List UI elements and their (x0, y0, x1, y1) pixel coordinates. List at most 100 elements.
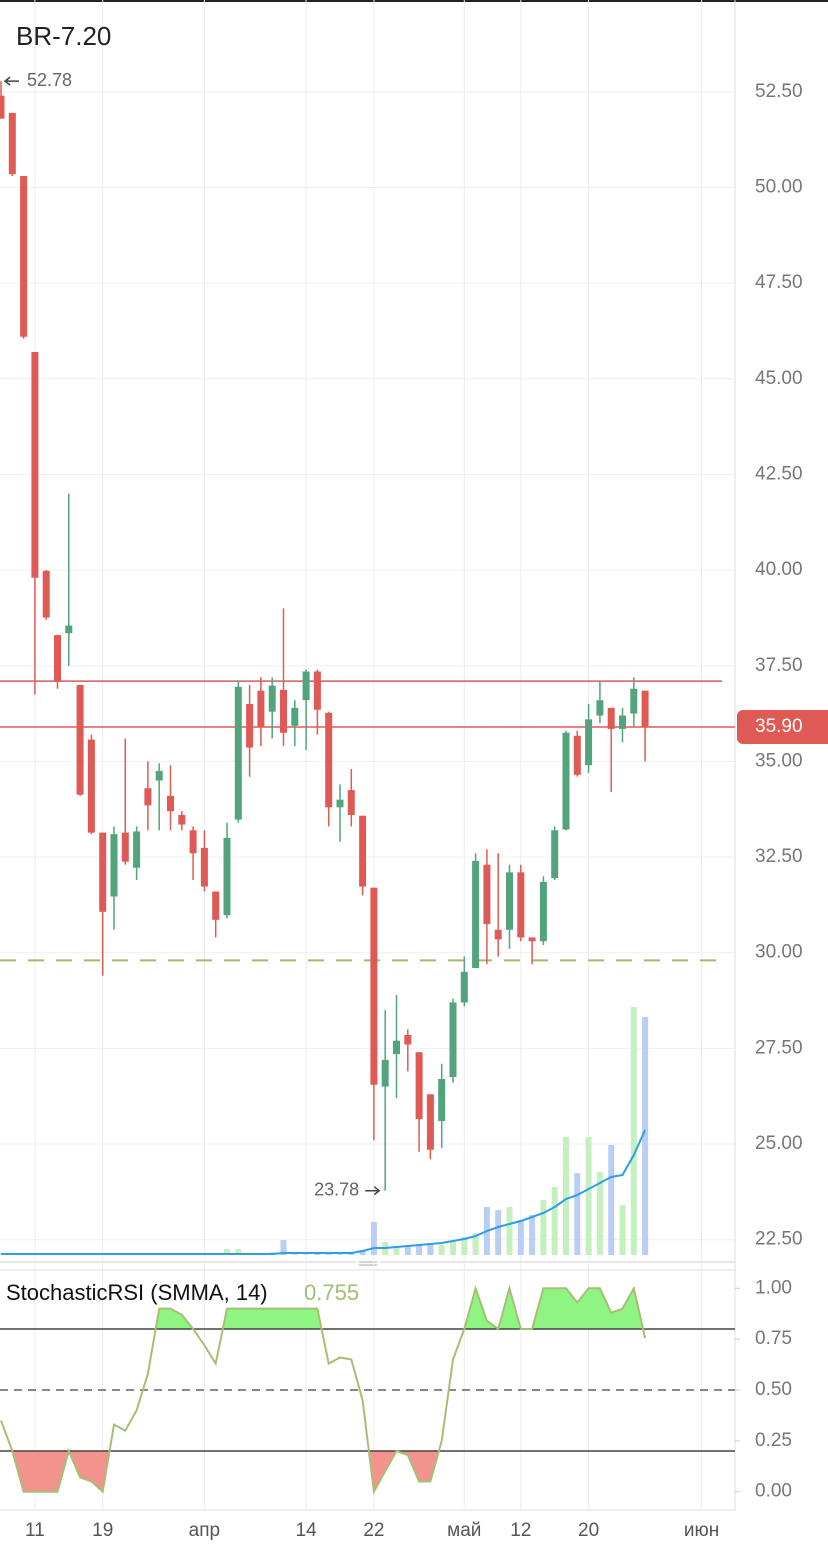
candle-body (20, 176, 28, 337)
candle-body (336, 799, 344, 808)
volume-bar (540, 1200, 547, 1255)
volume-bar (506, 1207, 513, 1255)
candle-body (438, 1078, 446, 1122)
candle-body (415, 1052, 423, 1120)
candle-body (347, 790, 355, 815)
x-tick-label: 12 (510, 1520, 531, 1541)
volume-bar (517, 1220, 524, 1255)
y-tick-label: 37.50 (755, 655, 803, 676)
volume-bar (450, 1241, 456, 1255)
y-tick-label: 30.00 (755, 942, 803, 963)
candle-body (494, 929, 502, 940)
candle-body (573, 735, 581, 775)
y-tick-label: 52.50 (755, 81, 803, 102)
y-tick-label: 27.50 (755, 1037, 803, 1058)
y-tick-label: 45.00 (755, 368, 803, 389)
volume-bar (404, 1247, 411, 1255)
candle-body (31, 352, 39, 578)
volume-bar (416, 1245, 423, 1255)
indicator-value: 0.755 (304, 1280, 359, 1305)
volume-bar (438, 1245, 445, 1255)
y-tick-label: 35.00 (755, 750, 803, 771)
candle-body (121, 832, 129, 862)
oversold-fill (1, 1451, 646, 1492)
candle-body (167, 795, 174, 812)
candle-body (76, 684, 84, 795)
candle-body (483, 864, 491, 925)
volume-bar (642, 1017, 649, 1255)
volume-bar (563, 1137, 569, 1255)
candle-body (562, 732, 570, 830)
candle-body (607, 707, 615, 729)
candle-body (291, 707, 299, 726)
volume-bar (393, 1247, 400, 1255)
volume-bar (280, 1240, 287, 1255)
candle-body (110, 834, 118, 897)
candle-body (630, 688, 638, 714)
candle-body (506, 872, 513, 930)
candle-body (528, 937, 536, 942)
candle-body (596, 700, 604, 716)
volume-bar (235, 1249, 242, 1255)
candle-body (619, 715, 626, 729)
volume-bar (585, 1137, 592, 1255)
candle-body (200, 847, 208, 887)
x-tick-label: 14 (296, 1520, 318, 1541)
candle-body (517, 872, 525, 938)
candle-body (370, 887, 378, 1085)
volume-ma-line (1, 1129, 647, 1255)
y-tick-label: 25.00 (755, 1133, 803, 1154)
candle-body (381, 1059, 389, 1087)
candle-body (223, 837, 231, 916)
candle-body (302, 671, 310, 701)
candle-body (460, 971, 468, 1003)
candle-body (42, 570, 50, 618)
y-tick-label: 50.00 (755, 177, 803, 198)
y-tick-label: 0.25 (755, 1430, 792, 1451)
y-tick-label: 1.00 (755, 1277, 792, 1298)
candle-body (246, 704, 254, 748)
volume-bar (619, 1205, 626, 1255)
candle-body (551, 830, 559, 879)
pane-handle-bg[interactable] (356, 1259, 380, 1267)
x-tick-label: 22 (363, 1520, 384, 1541)
overbought-fill (1, 1288, 646, 1329)
candle-body (8, 112, 16, 175)
x-tick-label: 19 (92, 1520, 113, 1541)
volume-bar (529, 1215, 536, 1255)
x-tick-label: июн (684, 1520, 719, 1541)
volume-bar (495, 1210, 502, 1255)
volume-bar (461, 1237, 468, 1255)
y-tick-label: 32.50 (755, 846, 803, 867)
candle-body (641, 690, 649, 727)
y-tick-label: 47.50 (755, 272, 803, 293)
x-tick-label: май (447, 1520, 481, 1541)
pane-handle[interactable] (356, 1259, 380, 1267)
candle-body (155, 770, 163, 781)
candle-body (313, 671, 321, 710)
max-marker-label: 52.78 (27, 70, 72, 90)
candle-body (393, 1040, 400, 1055)
min-marker-label: 23.78 (314, 1179, 359, 1199)
candle-body (234, 686, 242, 820)
candle-body (449, 1002, 457, 1078)
candle-body (539, 881, 547, 942)
candle-body (144, 788, 152, 806)
last-price-label: 35.90 (755, 716, 803, 737)
candle-body (54, 635, 61, 682)
candle-body (189, 830, 197, 854)
candle-body (65, 625, 73, 634)
marker-arrow (3, 76, 19, 86)
volume-bar (472, 1233, 479, 1255)
candle-body (359, 815, 367, 887)
volume-bar (608, 1145, 615, 1255)
x-tick-label: апр (189, 1520, 220, 1541)
candle-body (268, 685, 276, 712)
x-tick-label: 11 (25, 1520, 45, 1541)
candle-body (472, 860, 480, 969)
chart-title: BR-7.20 (16, 21, 111, 51)
